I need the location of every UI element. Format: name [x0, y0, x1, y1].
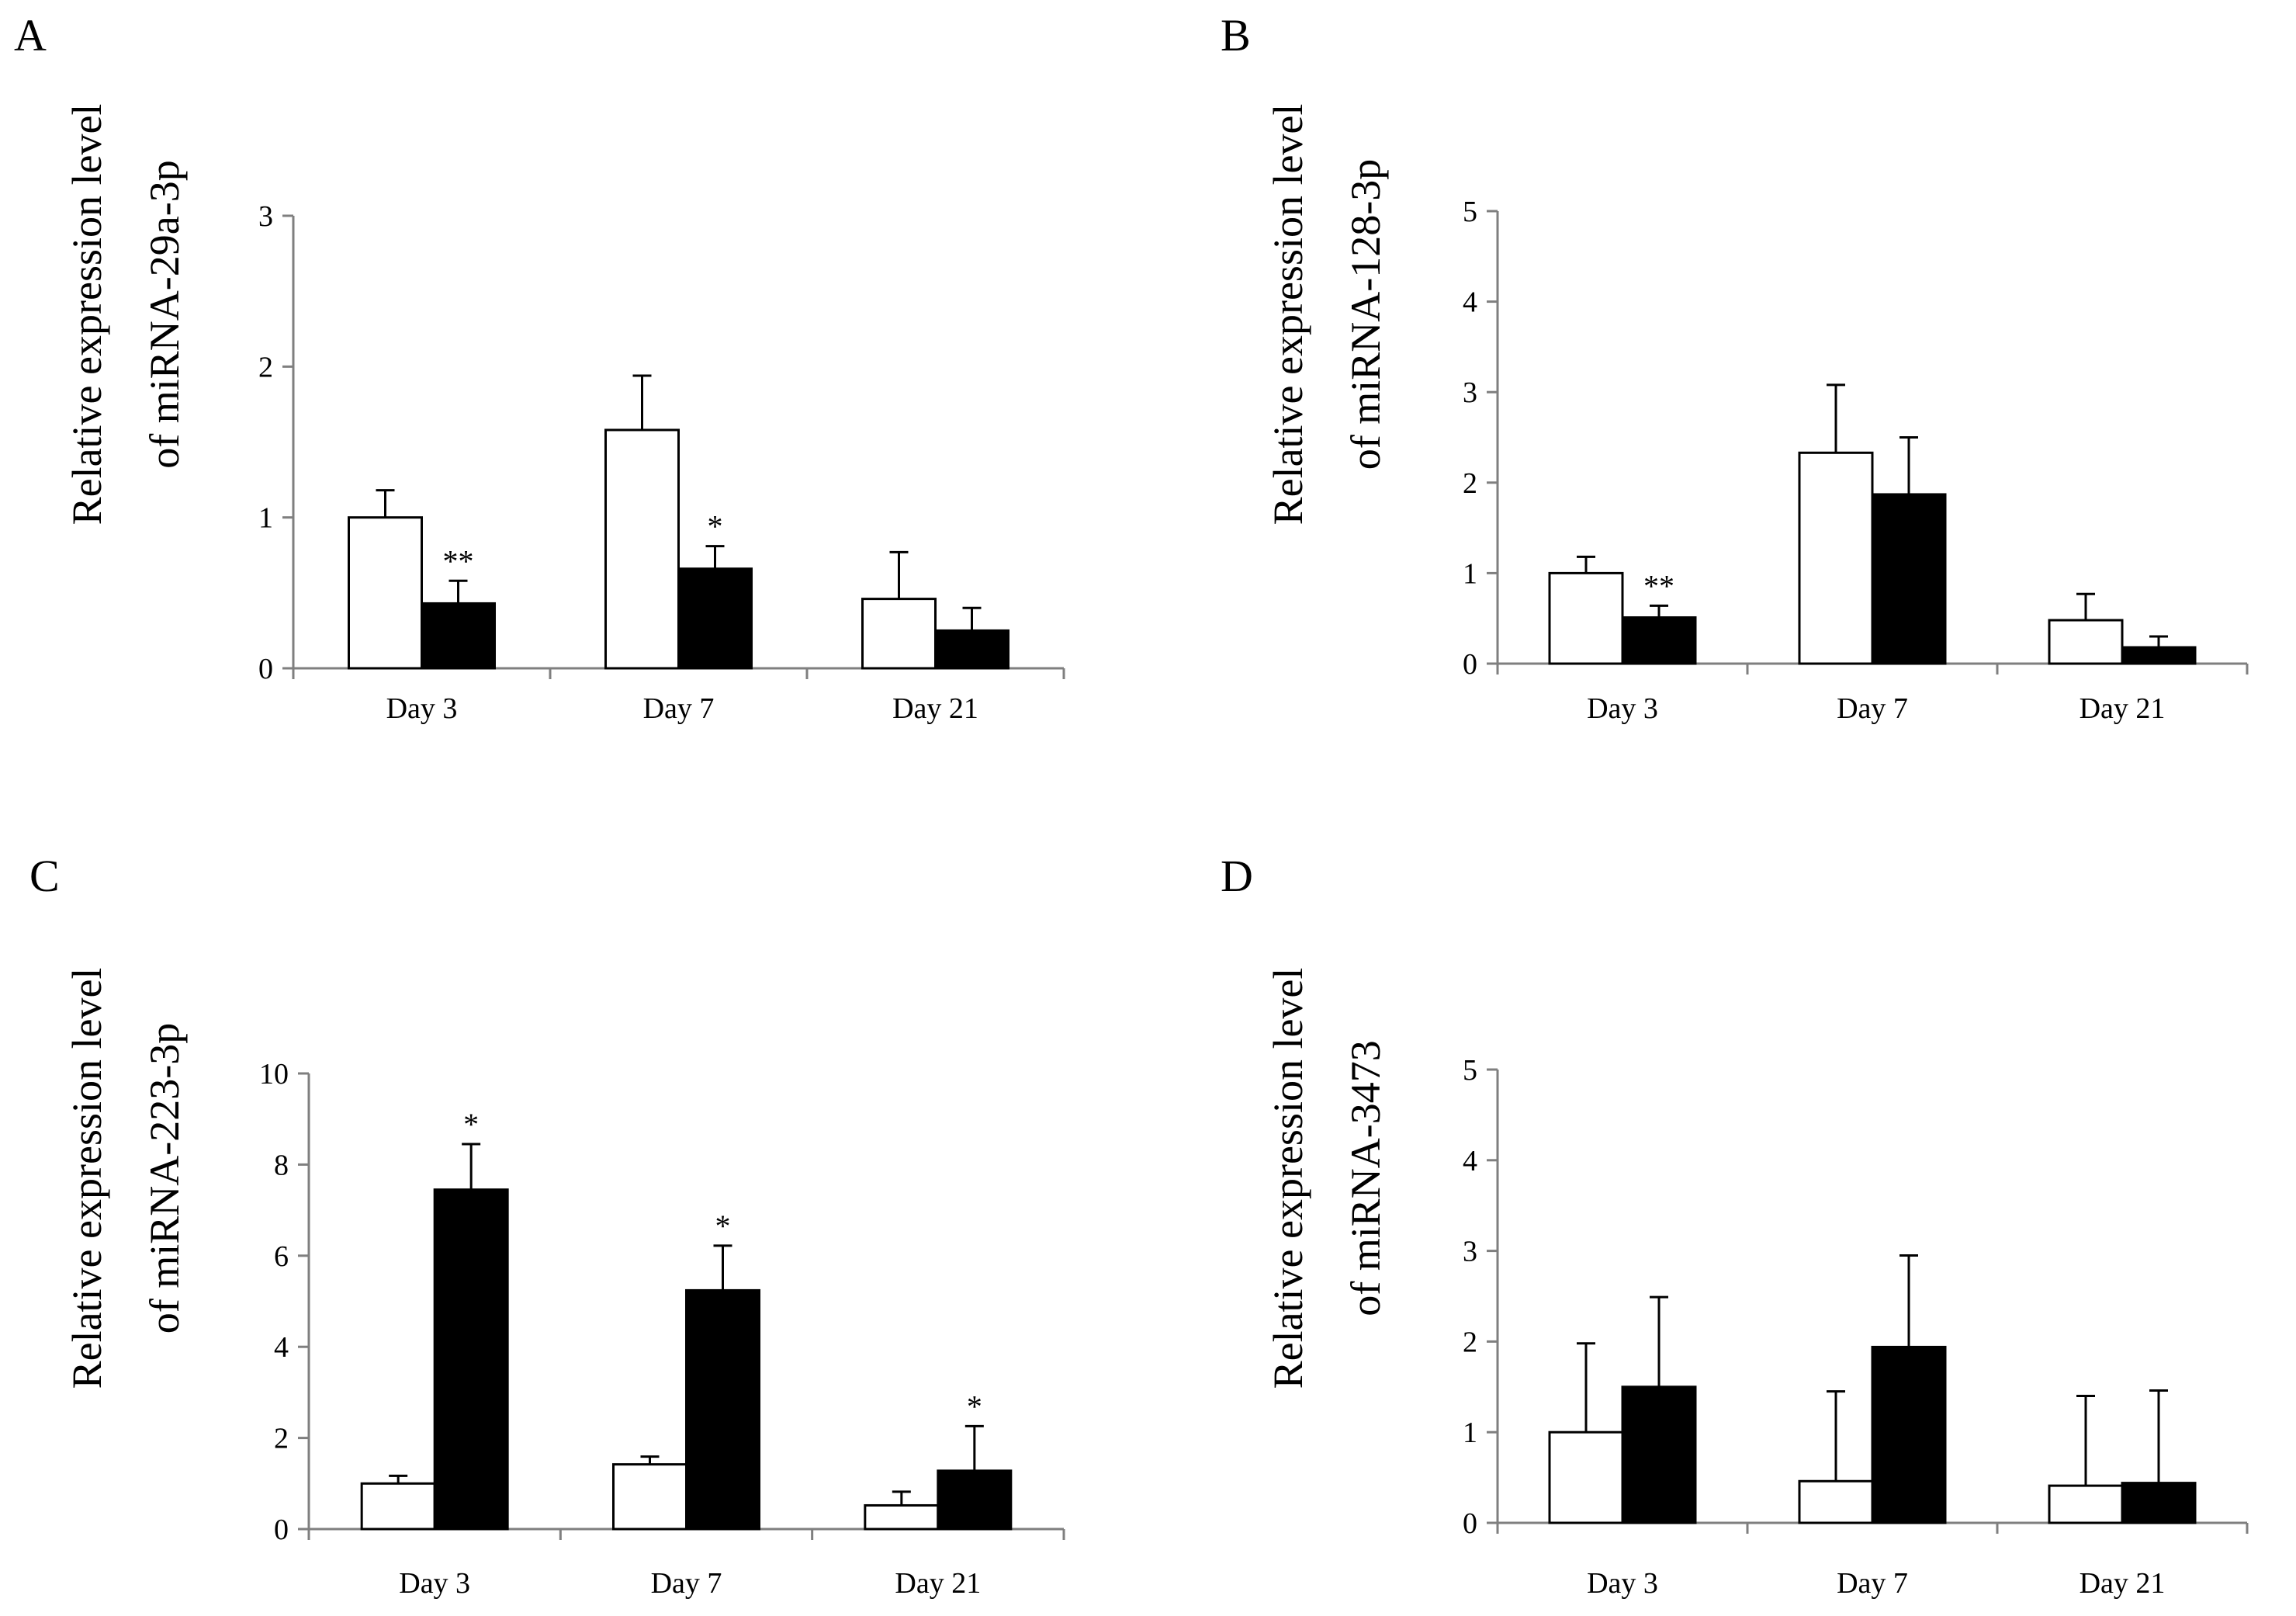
- x-tick-label: Day 3: [399, 1567, 470, 1600]
- x-tick-label: Day 21: [895, 1567, 981, 1600]
- x-tick-label: Day 7: [643, 692, 715, 725]
- y-tick-label: 5: [1463, 196, 1477, 228]
- panel-label-a: A: [14, 10, 47, 61]
- y-tick-label: 4: [1463, 1145, 1477, 1177]
- chart-panel-d: D Relative expression level of miRNA-3473 0…: [1221, 851, 2249, 1600]
- y-tick-label: 0: [1463, 1507, 1477, 1540]
- y-tick-label: 3: [1463, 1236, 1477, 1268]
- y-tick-label: 2: [1463, 467, 1477, 500]
- significance-marker: *: [715, 1209, 731, 1243]
- y-axis-title-line2: of miRNA-128-3p: [1342, 159, 1389, 470]
- bar-treated: [1621, 1385, 1697, 1524]
- x-tick-label: Day 3: [1587, 692, 1658, 725]
- bar-treated: [934, 629, 1009, 670]
- bar-treated: [2121, 1482, 2197, 1524]
- x-tick-label: Day 21: [2080, 1567, 2166, 1600]
- bar-treated: [1871, 1345, 1947, 1524]
- bar-control: [360, 1482, 436, 1531]
- y-axis-title-line2: of miRNA-29a-3p: [141, 160, 188, 468]
- chart-panel-c: C Relative expression level of miRNA-223-3…: [29, 851, 1065, 1600]
- bar-treated: [677, 567, 753, 670]
- bar-treated: [433, 1188, 509, 1531]
- x-tick-label: Day 21: [2080, 692, 2166, 725]
- x-tick-label: Day 3: [386, 692, 458, 725]
- bar-control: [1548, 1430, 1624, 1524]
- bar-treated: [421, 602, 496, 670]
- bar-control: [1798, 451, 1874, 665]
- y-axis-title-line1: Relative expression level: [64, 968, 110, 1389]
- panel-label-c: C: [29, 851, 60, 901]
- y-tick-label: 3: [1463, 376, 1477, 409]
- bar-control: [861, 598, 937, 670]
- chart-panel-b: B Relative expression level of miRNA-128-3…: [1221, 10, 2249, 725]
- bar-control: [864, 1503, 940, 1531]
- y-tick-label: 0: [1463, 648, 1477, 681]
- y-axis-title-line2: of miRNA-3473: [1342, 1040, 1389, 1316]
- bar-treated: [685, 1288, 760, 1531]
- significance-marker: **: [1643, 568, 1674, 603]
- y-tick-label: 1: [258, 502, 273, 535]
- x-tick-label: Day 7: [1837, 692, 1908, 725]
- y-tick-label: 0: [258, 653, 273, 685]
- y-tick-label: 8: [274, 1149, 289, 1181]
- y-axis-title-line1: Relative expression level: [1265, 968, 1311, 1389]
- y-tick-label: 10: [259, 1058, 289, 1091]
- bar-control: [604, 428, 680, 670]
- y-tick-label: 5: [1463, 1054, 1477, 1087]
- significance-marker: *: [967, 1389, 982, 1424]
- x-tick-label: Day 7: [1837, 1567, 1908, 1600]
- y-tick-label: 2: [274, 1423, 289, 1455]
- y-axis-title-line1: Relative expression level: [1265, 104, 1311, 525]
- chart-panel-a: A Relative expression level of miRNA-29a-3…: [14, 10, 1065, 725]
- bar-control: [2048, 619, 2124, 665]
- y-tick-label: 3: [258, 200, 273, 233]
- y-tick-label: 2: [1463, 1326, 1477, 1358]
- significance-marker: *: [463, 1107, 479, 1142]
- bar-treated: [1621, 616, 1697, 665]
- y-tick-label: 2: [258, 351, 273, 383]
- y-tick-label: 6: [274, 1240, 289, 1273]
- panel-label-b: B: [1221, 10, 1251, 61]
- bar-treated: [937, 1469, 1013, 1531]
- significance-marker: *: [708, 509, 723, 544]
- bar-control: [612, 1463, 687, 1531]
- y-axis-title-line2: of miRNA-223-3p: [141, 1023, 188, 1333]
- bar-treated: [1871, 493, 1947, 665]
- bar-control: [2048, 1484, 2124, 1524]
- y-tick-label: 0: [274, 1514, 289, 1546]
- x-tick-label: Day 21: [892, 692, 978, 725]
- bar-control: [1548, 571, 1624, 665]
- bar-treated: [2121, 646, 2197, 665]
- panel-label-d: D: [1221, 851, 1253, 901]
- bar-control: [348, 516, 423, 670]
- y-axis-title-line1: Relative expression level: [64, 104, 110, 525]
- y-tick-label: 4: [274, 1331, 289, 1364]
- y-tick-label: 1: [1463, 557, 1477, 590]
- significance-marker: **: [443, 543, 474, 578]
- x-tick-label: Day 7: [651, 1567, 722, 1600]
- x-tick-label: Day 3: [1587, 1567, 1658, 1600]
- y-tick-label: 4: [1463, 286, 1477, 319]
- bar-control: [1798, 1479, 1874, 1524]
- y-tick-label: 1: [1463, 1417, 1477, 1449]
